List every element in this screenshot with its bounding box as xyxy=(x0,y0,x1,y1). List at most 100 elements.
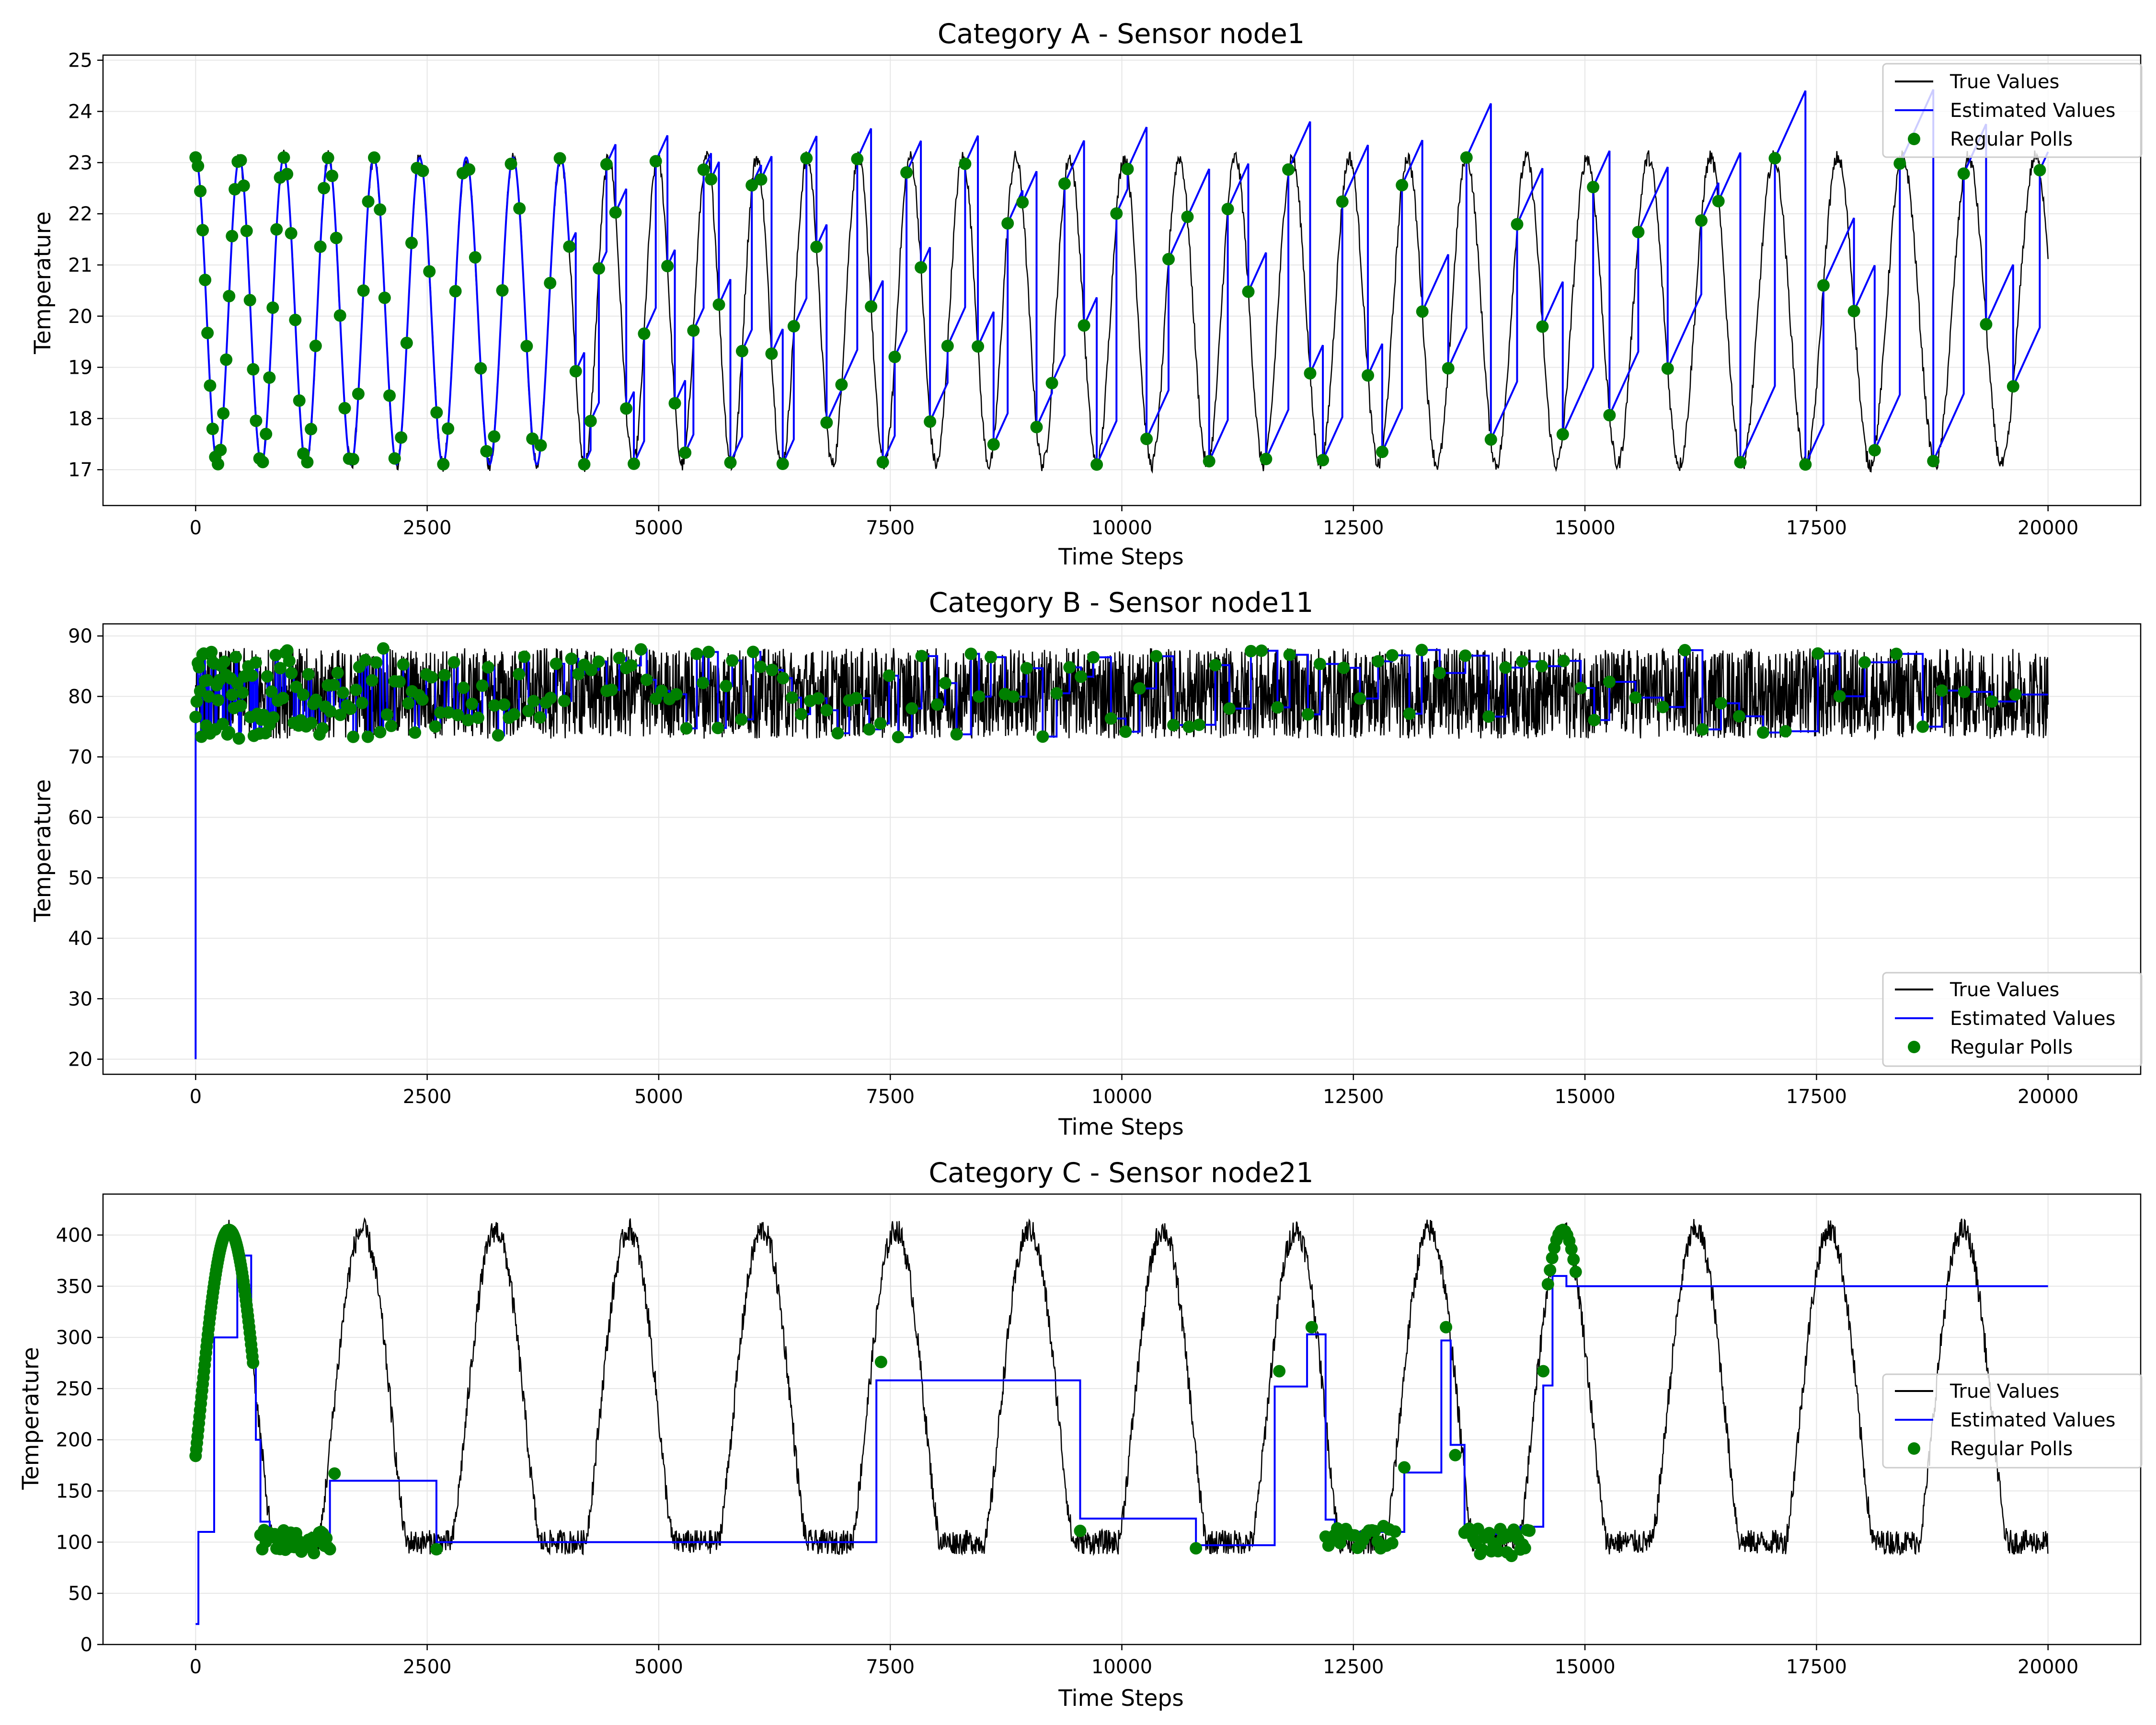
regular-poll-point xyxy=(442,422,455,435)
regular-poll-point xyxy=(1588,713,1601,726)
regular-poll-point xyxy=(1958,685,1971,698)
regular-poll-point xyxy=(1484,433,1497,446)
regular-poll-point xyxy=(1661,362,1674,375)
regular-poll-point xyxy=(229,651,242,664)
regular-poll-point xyxy=(314,240,327,253)
y-tick-label: 22 xyxy=(68,203,92,225)
regular-poll-point xyxy=(1398,1461,1411,1474)
regular-poll-point xyxy=(941,340,954,352)
regular-poll-point xyxy=(1833,690,1846,703)
regular-poll-point xyxy=(687,324,700,337)
regular-poll-point xyxy=(362,195,375,208)
regular-poll-point xyxy=(326,170,339,182)
regular-poll-point xyxy=(670,688,683,701)
regular-poll-point xyxy=(609,206,622,219)
legend: True Values Estimated Values Regular Pol… xyxy=(1882,1373,2143,1469)
regular-poll-point xyxy=(1121,162,1134,175)
regular-poll-point xyxy=(270,223,283,236)
regular-poll-point xyxy=(1223,702,1236,715)
regular-poll-point xyxy=(1255,644,1268,657)
regular-poll-point xyxy=(2007,380,2019,393)
regular-poll-point xyxy=(754,660,767,673)
regular-poll-point xyxy=(449,285,462,298)
regular-poll-point xyxy=(1396,179,1409,192)
regular-poll-point xyxy=(1282,163,1295,176)
regular-poll-point xyxy=(605,683,618,696)
regular-poll-point xyxy=(600,158,613,171)
y-tick-label: 50 xyxy=(68,867,92,889)
regular-poll-point xyxy=(1007,690,1020,703)
legend-regular-polls-marker xyxy=(1908,1442,1920,1455)
regular-poll-point xyxy=(212,458,224,471)
regular-poll-point xyxy=(720,679,733,692)
regular-poll-point xyxy=(735,713,748,726)
regular-poll-point xyxy=(508,708,520,721)
regular-poll-point xyxy=(892,731,905,744)
regular-poll-point xyxy=(668,397,681,410)
legend-estimated-values-label: Estimated Values xyxy=(1950,1008,2115,1030)
regular-poll-point xyxy=(297,688,310,701)
regular-poll-point xyxy=(383,389,396,402)
y-tick-label: 24 xyxy=(68,101,92,123)
true-values-line xyxy=(195,1217,2049,1556)
legend-regular-polls-label: Regular Polls xyxy=(1950,1036,2073,1058)
regular-poll-point xyxy=(1541,1278,1554,1291)
y-tick-label: 21 xyxy=(68,254,92,276)
regular-poll-point xyxy=(1505,1550,1518,1563)
regular-poll-point xyxy=(534,439,547,452)
regular-poll-point xyxy=(1544,1264,1557,1276)
regular-poll-point xyxy=(1260,452,1273,465)
regular-poll-point xyxy=(1768,152,1781,165)
regular-poll-point xyxy=(277,151,290,164)
regular-poll-point xyxy=(357,284,370,297)
regular-poll-point xyxy=(366,674,378,687)
regular-poll-point xyxy=(1271,701,1284,714)
regular-poll-point xyxy=(1305,1321,1318,1334)
regular-poll-point xyxy=(430,406,443,419)
regular-poll-point xyxy=(1074,1524,1087,1537)
regular-poll-point xyxy=(712,298,725,311)
regular-poll-point xyxy=(1075,670,1088,683)
regular-poll-point xyxy=(1847,305,1860,318)
regular-poll-point xyxy=(1063,661,1076,674)
x-axis-label: Time Steps xyxy=(1058,1685,1183,1712)
regular-poll-point xyxy=(492,729,505,742)
regular-poll-point xyxy=(368,151,380,164)
regular-poll-point xyxy=(425,671,438,684)
regular-poll-point xyxy=(397,658,410,671)
regular-poll-point xyxy=(201,326,214,339)
regular-poll-point xyxy=(2009,688,2022,701)
regular-poll-point xyxy=(416,693,429,706)
regular-poll-point xyxy=(1403,707,1416,720)
regular-poll-point xyxy=(1985,695,1998,708)
regular-poll-point xyxy=(402,697,415,710)
regular-poll-point xyxy=(1415,644,1428,656)
regular-poll-point xyxy=(705,173,718,185)
x-tick-label: 10000 xyxy=(1091,517,1152,539)
regular-poll-point xyxy=(931,698,944,711)
regular-poll-point xyxy=(324,705,337,718)
regular-poll-point xyxy=(202,690,215,703)
y-tick-label: 400 xyxy=(56,1224,92,1246)
regular-poll-point xyxy=(190,695,203,708)
regular-poll-point xyxy=(906,702,918,715)
regular-poll-point xyxy=(1336,195,1349,208)
regular-poll-point xyxy=(469,251,482,264)
legend-true-values-label: True Values xyxy=(1950,71,2059,93)
regular-poll-point xyxy=(388,452,401,465)
regular-poll-point xyxy=(613,652,626,665)
chart-title: Category C - Sensor node21 xyxy=(929,1157,1313,1189)
regular-poll-point xyxy=(359,654,372,667)
legend-regular-polls-label: Regular Polls xyxy=(1950,128,2073,150)
regular-poll-point xyxy=(522,704,535,717)
regular-poll-point xyxy=(476,679,489,692)
regular-poll-point xyxy=(973,690,986,703)
regular-poll-point xyxy=(234,699,247,712)
regular-poll-point xyxy=(1980,318,1993,331)
regular-poll-point xyxy=(323,1543,336,1556)
regular-poll-point xyxy=(201,674,214,687)
y-tick-label: 90 xyxy=(68,625,92,647)
legend-regular-polls-marker xyxy=(1908,133,1920,145)
y-tick-label: 150 xyxy=(56,1481,92,1503)
